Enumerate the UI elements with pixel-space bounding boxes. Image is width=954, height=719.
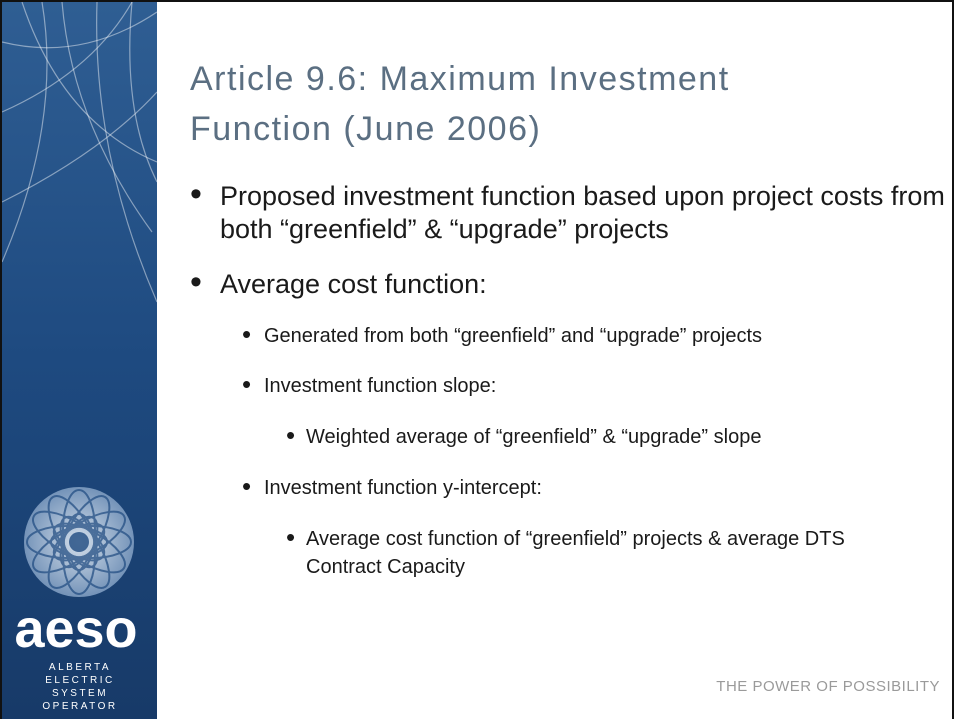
logo-line: ELECTRIC bbox=[45, 675, 114, 686]
slide-title: Article 9.6: Maximum Investment Function… bbox=[190, 54, 730, 154]
logo-line: ALBERTA bbox=[49, 662, 111, 673]
bullet-list: Proposed investment function based upon … bbox=[190, 178, 950, 605]
bullet-item: Investment function slope: bbox=[190, 371, 950, 399]
logo-line: OPERATOR bbox=[42, 701, 117, 712]
footer-tagline: THE POWER OF POSSIBILITY bbox=[716, 678, 940, 695]
bullet-item: Generated from both “greenfield” and “up… bbox=[190, 321, 950, 349]
title-line: Article 9.6: Maximum Investment bbox=[190, 60, 730, 98]
title-line: Function (June 2006) bbox=[190, 110, 542, 148]
bullet-item: Average cost function of “greenfield” pr… bbox=[190, 523, 866, 581]
logo-name: aeso bbox=[14, 599, 137, 659]
bullet-item: Proposed investment function based upon … bbox=[190, 178, 946, 246]
bullet-item: Average cost function: bbox=[190, 266, 946, 301]
bullet-item: Investment function y-intercept: bbox=[190, 473, 950, 501]
bullet-item: Weighted average of “greenfield” & “upgr… bbox=[190, 421, 866, 451]
side-band: aeso ALBERTA ELECTRIC SYSTEM OPERATOR bbox=[2, 2, 157, 719]
logo-swirl bbox=[24, 487, 134, 597]
logo-line: SYSTEM bbox=[52, 688, 108, 699]
